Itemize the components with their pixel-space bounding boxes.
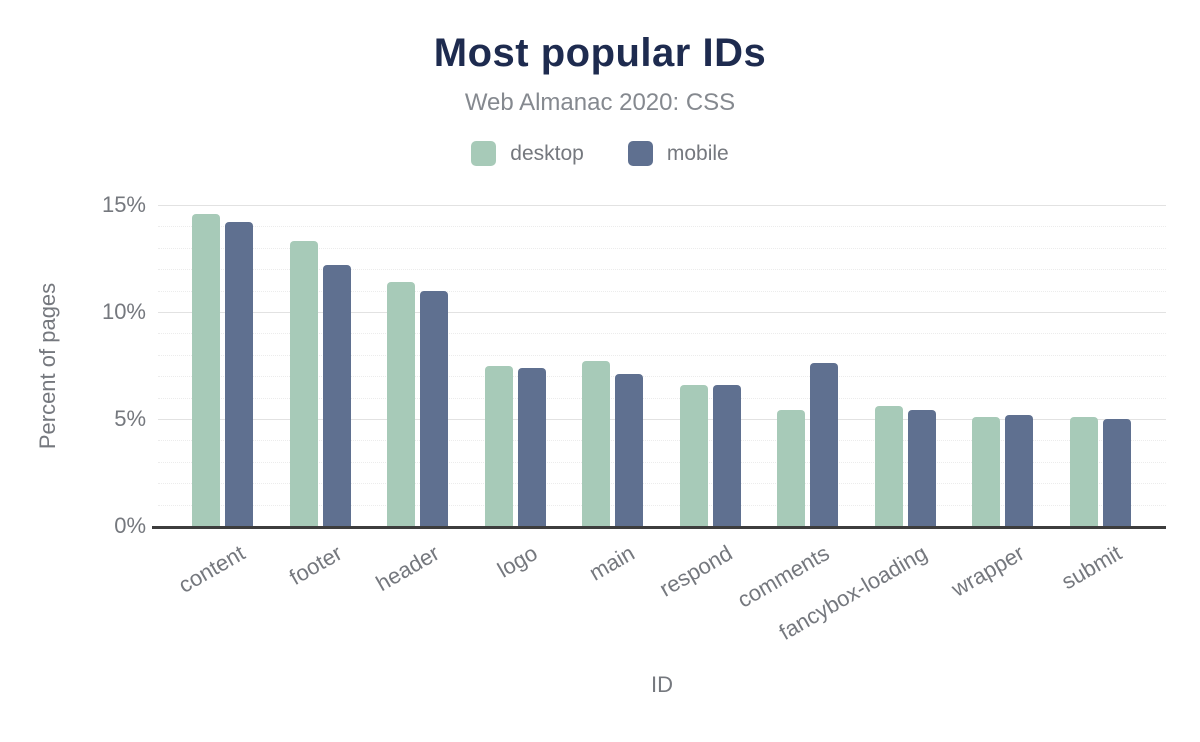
x-tick-label-content: content bbox=[173, 540, 249, 598]
y-tick-label: 0% bbox=[114, 513, 146, 538]
bar-group-respond bbox=[662, 205, 760, 526]
bar-group-header bbox=[369, 205, 467, 526]
minor-gridline bbox=[158, 247, 1166, 249]
bar-group-content bbox=[174, 205, 272, 526]
bar-wrapper-mobile[interactable] bbox=[1005, 414, 1034, 526]
x-tick-label-respond: respond bbox=[654, 540, 737, 602]
x-axis-line bbox=[152, 526, 1166, 529]
minor-gridline bbox=[158, 226, 1166, 228]
bar-submit-desktop[interactable] bbox=[1069, 416, 1098, 526]
bar-wrapper-desktop[interactable] bbox=[972, 416, 1001, 526]
x-tick-label-submit: submit bbox=[1057, 540, 1127, 595]
chart-title: Most popular IDs bbox=[433, 31, 767, 75]
minor-gridline bbox=[158, 376, 1166, 378]
bar-header-mobile[interactable] bbox=[420, 290, 449, 526]
minor-gridline bbox=[158, 440, 1166, 442]
chart-legend: desktop mobile bbox=[0, 141, 1200, 166]
bar-group-submit bbox=[1052, 205, 1150, 526]
major-gridline bbox=[158, 205, 1166, 206]
minor-gridline bbox=[158, 397, 1166, 399]
major-gridline bbox=[158, 311, 1166, 313]
bar-main-desktop[interactable] bbox=[582, 361, 611, 526]
minor-gridline bbox=[158, 483, 1166, 485]
bar-logo-desktop[interactable] bbox=[484, 365, 513, 526]
legend-swatch-mobile bbox=[627, 141, 653, 166]
bar-group-wrapper bbox=[954, 205, 1052, 526]
bar-footer-mobile[interactable] bbox=[322, 264, 351, 526]
bars-container bbox=[174, 205, 1149, 526]
bar-fancybox-loading-desktop[interactable] bbox=[874, 406, 903, 526]
bar-respond-mobile[interactable] bbox=[712, 384, 741, 526]
bar-logo-mobile[interactable] bbox=[517, 367, 546, 526]
bar-content-mobile[interactable] bbox=[225, 222, 254, 526]
y-tick-label: 15% bbox=[101, 192, 146, 217]
minor-gridline bbox=[158, 269, 1166, 271]
minor-gridline bbox=[158, 461, 1166, 463]
x-tick-label-wrapper: wrapper bbox=[947, 540, 1029, 602]
bar-group-logo bbox=[467, 205, 565, 526]
minor-gridline bbox=[158, 354, 1166, 356]
legend-item-desktop[interactable]: desktop bbox=[471, 141, 584, 166]
legend-item-mobile[interactable]: mobile bbox=[627, 141, 729, 166]
minor-gridline bbox=[158, 333, 1166, 335]
x-tick-label-main: main bbox=[584, 540, 639, 586]
major-gridline bbox=[158, 419, 1166, 420]
bar-respond-desktop[interactable] bbox=[679, 384, 708, 526]
bar-comments-mobile[interactable] bbox=[810, 363, 839, 526]
x-tick-label-footer: footer bbox=[285, 540, 347, 590]
minor-gridline bbox=[158, 290, 1166, 292]
bar-content-desktop[interactable] bbox=[192, 213, 221, 526]
plot-area: 0% 5% 10% 15% content footer header logo main re… bbox=[102, 194, 1166, 645]
x-axis-title: ID bbox=[651, 672, 673, 697]
bar-submit-mobile[interactable] bbox=[1102, 419, 1131, 526]
y-axis-title: Percent of pages bbox=[35, 282, 60, 450]
legend-swatch-desktop bbox=[471, 141, 497, 166]
bar-footer-desktop[interactable] bbox=[289, 241, 318, 526]
bar-fancybox-loading-mobile[interactable] bbox=[907, 410, 936, 526]
minor-gridline bbox=[158, 504, 1166, 506]
bar-main-mobile[interactable] bbox=[615, 374, 644, 526]
legend-label: mobile bbox=[666, 141, 729, 165]
bar-group-main bbox=[564, 205, 662, 526]
y-tick-label: 5% bbox=[114, 406, 146, 431]
bar-group-comments bbox=[759, 205, 857, 526]
bar-group-footer bbox=[272, 205, 370, 526]
bar-header-desktop[interactable] bbox=[387, 282, 416, 526]
bar-comments-desktop[interactable] bbox=[777, 410, 806, 526]
legend-label: desktop bbox=[510, 141, 584, 165]
y-tick-label: 10% bbox=[101, 298, 146, 324]
chart-subtitle: Web Almanac 2020: CSS bbox=[464, 89, 736, 116]
x-tick-label-header: header bbox=[371, 540, 444, 597]
bar-group-fancybox-loading bbox=[857, 205, 955, 526]
x-tick-label-logo: logo bbox=[492, 540, 542, 583]
